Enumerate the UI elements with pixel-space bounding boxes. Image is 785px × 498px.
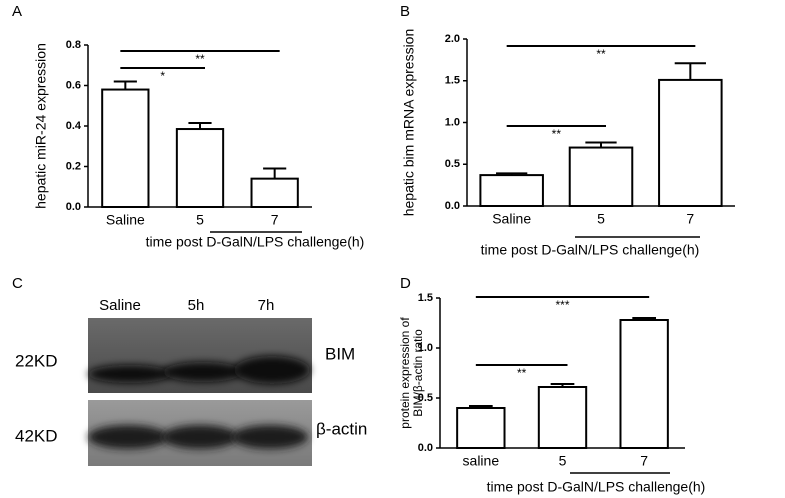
chart-panel: B 0.0 0.5 1.0 1.5 2.0 hepatic bim mRNA express… — [400, 3, 735, 258]
panel-label: B — [400, 3, 410, 20]
size-marker: 42KD — [15, 426, 58, 445]
y-tick-label: 1.0 — [445, 116, 460, 128]
x-tick-label: Saline — [106, 212, 145, 228]
bar — [175, 128, 225, 209]
significance-label: *** — [555, 298, 569, 312]
y-tick-label: 0.6 — [66, 79, 81, 91]
y-tick-label: 0.0 — [445, 200, 460, 212]
bar — [456, 407, 506, 449]
blot-panel: C Saline 5h 7h 22KD 42KD BIM β-actin — [12, 275, 367, 466]
band — [163, 362, 243, 382]
y-tick-label: 1.5 — [418, 292, 433, 304]
chart-panel: A 0.0 0.2 0.4 0.6 0.8 hepatic miR-24 expressio… — [12, 3, 364, 250]
bar — [101, 88, 150, 208]
x-tick-label: Saline — [492, 211, 531, 227]
panel-label: D — [400, 275, 411, 292]
y-tick-label: 0.0 — [418, 442, 433, 454]
chart-panel: D 0.0 0.5 1.0 1.5 protein expression of BIM/β-… — [398, 275, 705, 495]
bar — [619, 319, 669, 449]
significance-label: * — [160, 69, 165, 83]
x-tick-label: 5 — [559, 453, 567, 469]
y-tick-label: 0.0 — [66, 201, 81, 213]
band — [88, 425, 168, 449]
x-axis-label: time post D-GalN/LPS challenge(h) — [146, 234, 365, 250]
bar — [568, 146, 634, 208]
significance-label: ** — [195, 52, 205, 66]
x-tick-label: 7 — [271, 212, 279, 228]
x-tick-label: 5 — [196, 212, 204, 228]
bar — [658, 78, 723, 207]
size-marker: 22KD — [15, 351, 58, 370]
y-axis-label: hepatic miR-24 expression — [33, 43, 49, 209]
significance-label: ** — [517, 366, 527, 380]
protein-label: BIM — [325, 344, 355, 363]
significance-label: ** — [596, 47, 606, 61]
lane-label: 7h — [258, 297, 275, 314]
band — [234, 356, 310, 384]
y-tick-label: 2.0 — [445, 33, 460, 45]
band — [88, 365, 172, 383]
x-tick-label: 5 — [597, 211, 605, 227]
x-tick-label: 7 — [640, 453, 648, 469]
y-tick-label: 0.5 — [445, 158, 460, 170]
band — [162, 425, 238, 449]
y-tick-label: 0.4 — [66, 120, 82, 132]
y-axis-label: hepatic bim mRNA expression — [401, 29, 417, 217]
panel-label: C — [12, 275, 23, 292]
bar — [250, 177, 299, 208]
panel-label: A — [12, 3, 22, 20]
x-tick-label: 7 — [686, 211, 694, 227]
y-tick-label: 0.5 — [418, 392, 433, 404]
band — [232, 425, 308, 449]
y-tick-label: 0.2 — [66, 160, 81, 172]
y-tick-label: 0.8 — [66, 39, 81, 51]
x-axis-label: time post D-GalN/LPS challenge(h) — [487, 479, 706, 495]
lane-label: 5h — [188, 297, 205, 314]
y-tick-label: 1.5 — [445, 75, 460, 87]
bar — [479, 174, 544, 207]
protein-label: β-actin — [316, 419, 367, 438]
lane-label: Saline — [99, 297, 141, 314]
y-axis-label: BIM/β-actin ratio — [411, 329, 425, 417]
bar — [537, 386, 588, 449]
x-axis-label: time post D-GalN/LPS challenge(h) — [481, 242, 700, 258]
y-axis-label: protein expression of — [398, 317, 412, 429]
x-tick-label: saline — [463, 453, 500, 469]
significance-label: ** — [552, 127, 562, 141]
y-tick-label: 1.0 — [418, 342, 433, 354]
